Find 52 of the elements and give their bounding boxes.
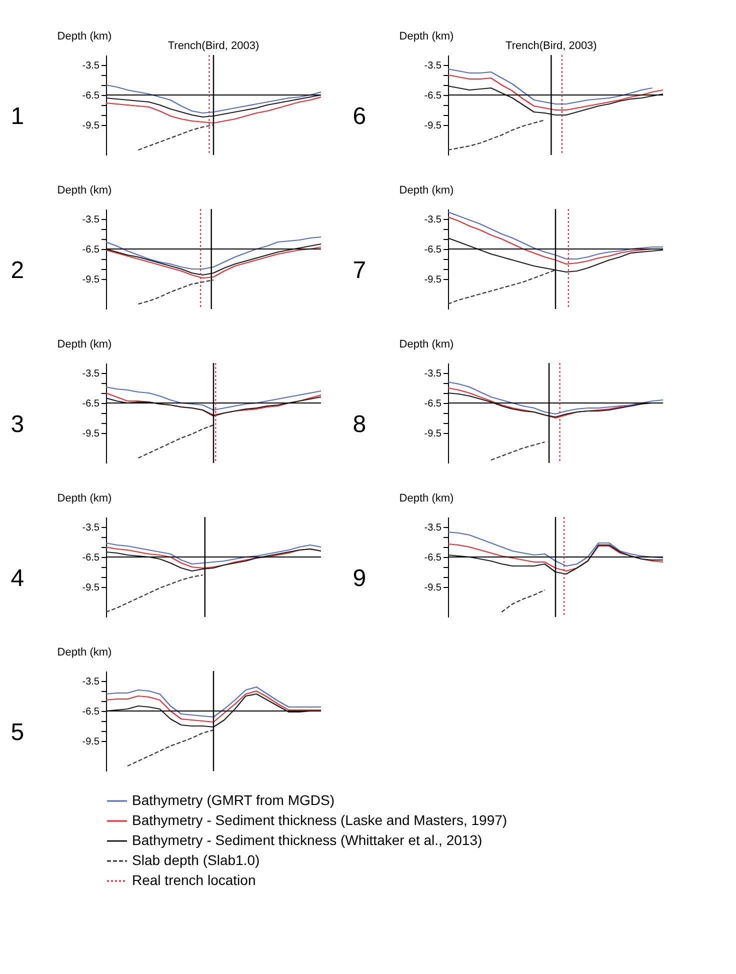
y-axis-title: Depth (km) xyxy=(57,184,112,196)
text: Trench(Bird, 2003) xyxy=(506,40,597,52)
text: 9 xyxy=(352,565,366,592)
y-tick-label: -9.5 xyxy=(424,120,442,132)
text: 1 xyxy=(10,103,24,130)
y-tick-label: -3.5 xyxy=(424,60,442,72)
y-axis-title: Depth (km) xyxy=(399,30,454,42)
y-tick-label: -3.5 xyxy=(82,368,100,380)
y-axis-title: Depth (km) xyxy=(57,30,112,42)
y-tick-label: -3.5 xyxy=(82,522,100,534)
y-tick-label: -9.5 xyxy=(424,274,442,286)
y-tick-label: -3.5 xyxy=(82,60,100,72)
y-tick-label: -6.5 xyxy=(82,552,100,564)
y-tick-label: -9.5 xyxy=(82,120,100,132)
y-tick-label: -9.5 xyxy=(82,428,100,440)
y-tick-label: -6.5 xyxy=(82,398,100,410)
y-tick-label: -3.5 xyxy=(82,214,100,226)
y-tick-label: -9.5 xyxy=(424,582,442,594)
text: 2 xyxy=(10,257,24,284)
text: 6 xyxy=(352,103,366,130)
y-tick-label: -6.5 xyxy=(424,244,442,256)
y-tick-label: -3.5 xyxy=(424,522,442,534)
text: 5 xyxy=(10,719,24,746)
text: 4 xyxy=(10,565,24,592)
y-tick-label: -6.5 xyxy=(82,706,100,718)
y-axis-title: Depth (km) xyxy=(399,492,454,504)
y-axis-title: Depth (km) xyxy=(57,338,112,350)
y-tick-label: -3.5 xyxy=(82,676,100,688)
text: Trench(Bird, 2003) xyxy=(168,40,260,52)
y-tick-label: -3.5 xyxy=(424,214,442,226)
text: 8 xyxy=(352,411,366,438)
y-tick-label: -9.5 xyxy=(424,428,442,440)
y-axis-title: Depth (km) xyxy=(57,492,112,504)
y-tick-label: -6.5 xyxy=(82,90,100,102)
legend-label: Bathymetry - Sediment thickness (Whittaker et al., 2013) xyxy=(132,832,482,848)
legend-label: Real trench location xyxy=(132,872,256,888)
y-tick-label: -9.5 xyxy=(82,582,100,594)
legend-label: Bathymetry (GMRT from MGDS) xyxy=(132,792,335,808)
y-tick-label: -3.5 xyxy=(424,368,442,380)
y-tick-label: -9.5 xyxy=(82,736,100,748)
y-axis-title: Depth (km) xyxy=(399,338,454,350)
y-tick-label: -9.5 xyxy=(82,274,100,286)
legend-label: Slab depth (Slab1.0) xyxy=(132,852,260,868)
text: 3 xyxy=(10,411,24,438)
y-axis-title: Depth (km) xyxy=(399,184,454,196)
y-tick-label: -6.5 xyxy=(82,244,100,256)
y-tick-label: -6.5 xyxy=(424,398,442,410)
y-tick-label: -6.5 xyxy=(424,90,442,102)
y-axis-title: Depth (km) xyxy=(57,646,112,658)
legend-label: Bathymetry - Sediment thickness (Laske and Masters, 1997) xyxy=(132,812,508,828)
y-tick-label: -6.5 xyxy=(424,552,442,564)
text: 7 xyxy=(352,257,366,284)
